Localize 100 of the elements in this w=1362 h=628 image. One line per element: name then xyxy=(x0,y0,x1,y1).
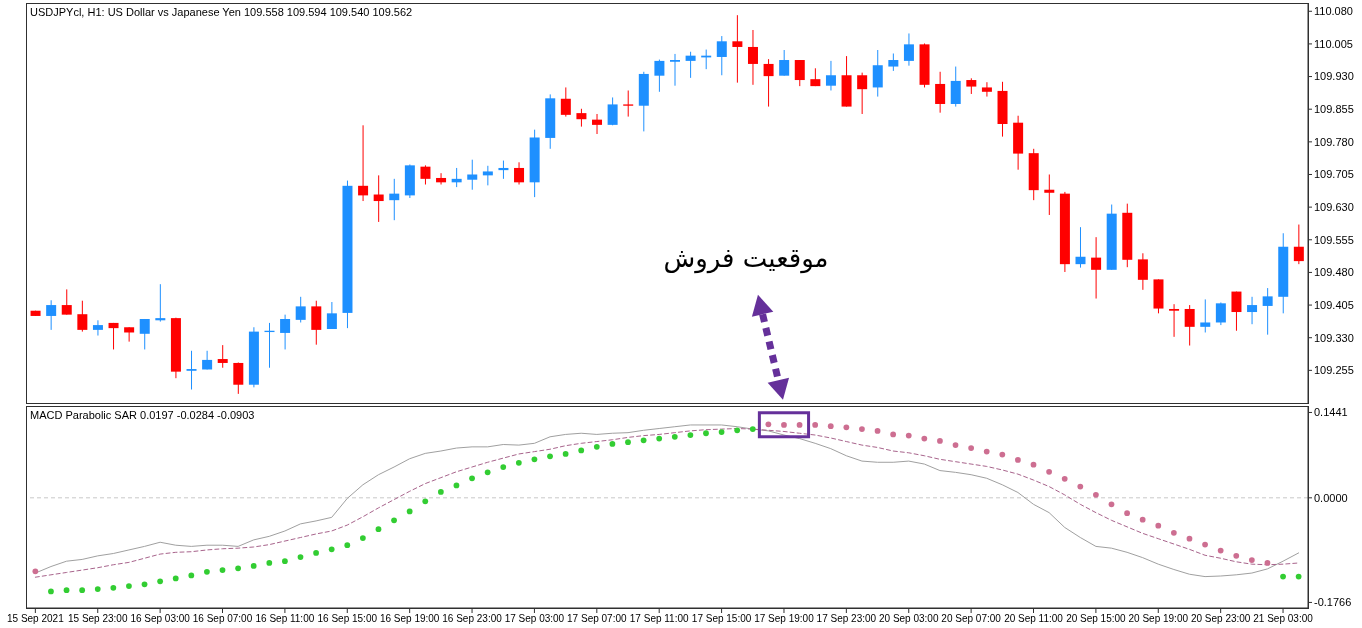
point xyxy=(999,451,1006,458)
point xyxy=(640,437,647,444)
y-tick-label: 109.405 xyxy=(1314,298,1354,311)
y-tick-label: 109.930 xyxy=(1314,70,1354,83)
candlestick xyxy=(1247,296,1258,325)
y-tick-label: -0.1766 xyxy=(1314,596,1352,609)
candlestick xyxy=(436,172,447,185)
x-tick-label: 16 Sep 07:00 xyxy=(192,613,253,625)
y-tick-label: 0.0000 xyxy=(1314,491,1348,504)
candlestick xyxy=(61,288,72,316)
candlestick xyxy=(108,322,119,350)
candlestick xyxy=(825,60,836,91)
point xyxy=(1202,541,1208,548)
candlestick xyxy=(46,299,57,331)
point xyxy=(1233,553,1240,559)
candlestick xyxy=(389,178,400,221)
point xyxy=(593,444,600,450)
point xyxy=(718,429,725,435)
y-tick-label: 110.080 xyxy=(1314,5,1353,18)
candlestick xyxy=(670,53,680,87)
x-tick-label: 17 Sep 07:00 xyxy=(567,613,627,625)
point xyxy=(328,546,335,553)
candlestick xyxy=(295,296,306,323)
candlestick xyxy=(358,124,369,202)
point xyxy=(266,560,273,566)
x-tick-label: 20 Sep 23:00 xyxy=(1190,613,1251,625)
point xyxy=(469,475,475,482)
point xyxy=(983,448,990,455)
point xyxy=(313,550,319,556)
point xyxy=(827,423,834,430)
point xyxy=(1077,483,1084,490)
candlestick xyxy=(77,300,88,333)
point xyxy=(406,508,413,515)
candlestick xyxy=(1293,224,1304,265)
point xyxy=(453,482,460,489)
point xyxy=(1217,547,1224,554)
x-tick-label: 20 Sep 03:00 xyxy=(878,613,939,625)
candlestick xyxy=(373,174,384,223)
point xyxy=(578,447,585,454)
point xyxy=(796,422,803,428)
candlestick xyxy=(92,319,103,337)
candlestick xyxy=(467,159,478,191)
x-tick-label: 20 Sep 15:00 xyxy=(1066,613,1127,625)
candlestick xyxy=(1200,298,1211,333)
candlestick xyxy=(217,344,228,369)
point xyxy=(812,422,819,428)
point xyxy=(437,489,444,495)
candlestick xyxy=(560,86,571,118)
point xyxy=(360,535,366,541)
x-tick-label: 16 Sep 15:00 xyxy=(317,613,378,625)
point xyxy=(250,563,257,569)
point xyxy=(1124,510,1130,517)
point xyxy=(157,578,163,585)
candlestick xyxy=(763,58,774,108)
point xyxy=(859,426,865,432)
point xyxy=(890,431,897,438)
candlestick xyxy=(1231,291,1242,332)
candlestick xyxy=(654,59,665,93)
point xyxy=(172,575,179,582)
candlestick xyxy=(747,29,758,86)
candlestick xyxy=(732,14,743,84)
x-tick-label: 17 Sep 15:00 xyxy=(691,613,752,625)
point xyxy=(1061,475,1068,482)
y-tick-label: 109.255 xyxy=(1314,364,1354,377)
candlestick xyxy=(280,314,291,350)
candlestick xyxy=(1044,173,1055,216)
point xyxy=(703,430,709,437)
x-tick-label: 16 Sep 23:00 xyxy=(442,613,503,625)
point xyxy=(1155,522,1162,529)
candlestick xyxy=(607,96,618,126)
candlestick xyxy=(1169,303,1180,338)
point xyxy=(422,498,429,505)
candlestick xyxy=(1091,236,1102,300)
candlestick xyxy=(514,161,525,185)
candlestick xyxy=(857,72,868,115)
point xyxy=(1046,468,1052,475)
point xyxy=(79,587,86,594)
x-tick-label: 17 Sep 11:00 xyxy=(629,613,690,625)
chart-title: MACD Parabolic SAR 0.0197 -0.0284 -0.0903 xyxy=(30,409,255,421)
candlestick xyxy=(592,113,603,135)
point xyxy=(562,451,569,457)
point xyxy=(110,584,117,591)
candlestick xyxy=(186,350,197,391)
candlestick xyxy=(623,89,634,118)
point xyxy=(126,583,132,589)
y-tick-label: 0.1441 xyxy=(1314,406,1348,419)
point xyxy=(375,526,382,533)
point xyxy=(515,460,522,466)
x-tick-label: 16 Sep 19:00 xyxy=(379,613,440,625)
candlestick xyxy=(794,59,805,87)
y-tick-label: 110.005 xyxy=(1314,37,1353,50)
candlestick xyxy=(155,283,166,323)
point xyxy=(843,424,850,431)
candlestick xyxy=(124,326,135,343)
point xyxy=(141,581,148,588)
point xyxy=(781,422,787,428)
point xyxy=(204,568,210,575)
point xyxy=(671,433,678,440)
point xyxy=(531,456,538,463)
point xyxy=(1171,529,1177,536)
